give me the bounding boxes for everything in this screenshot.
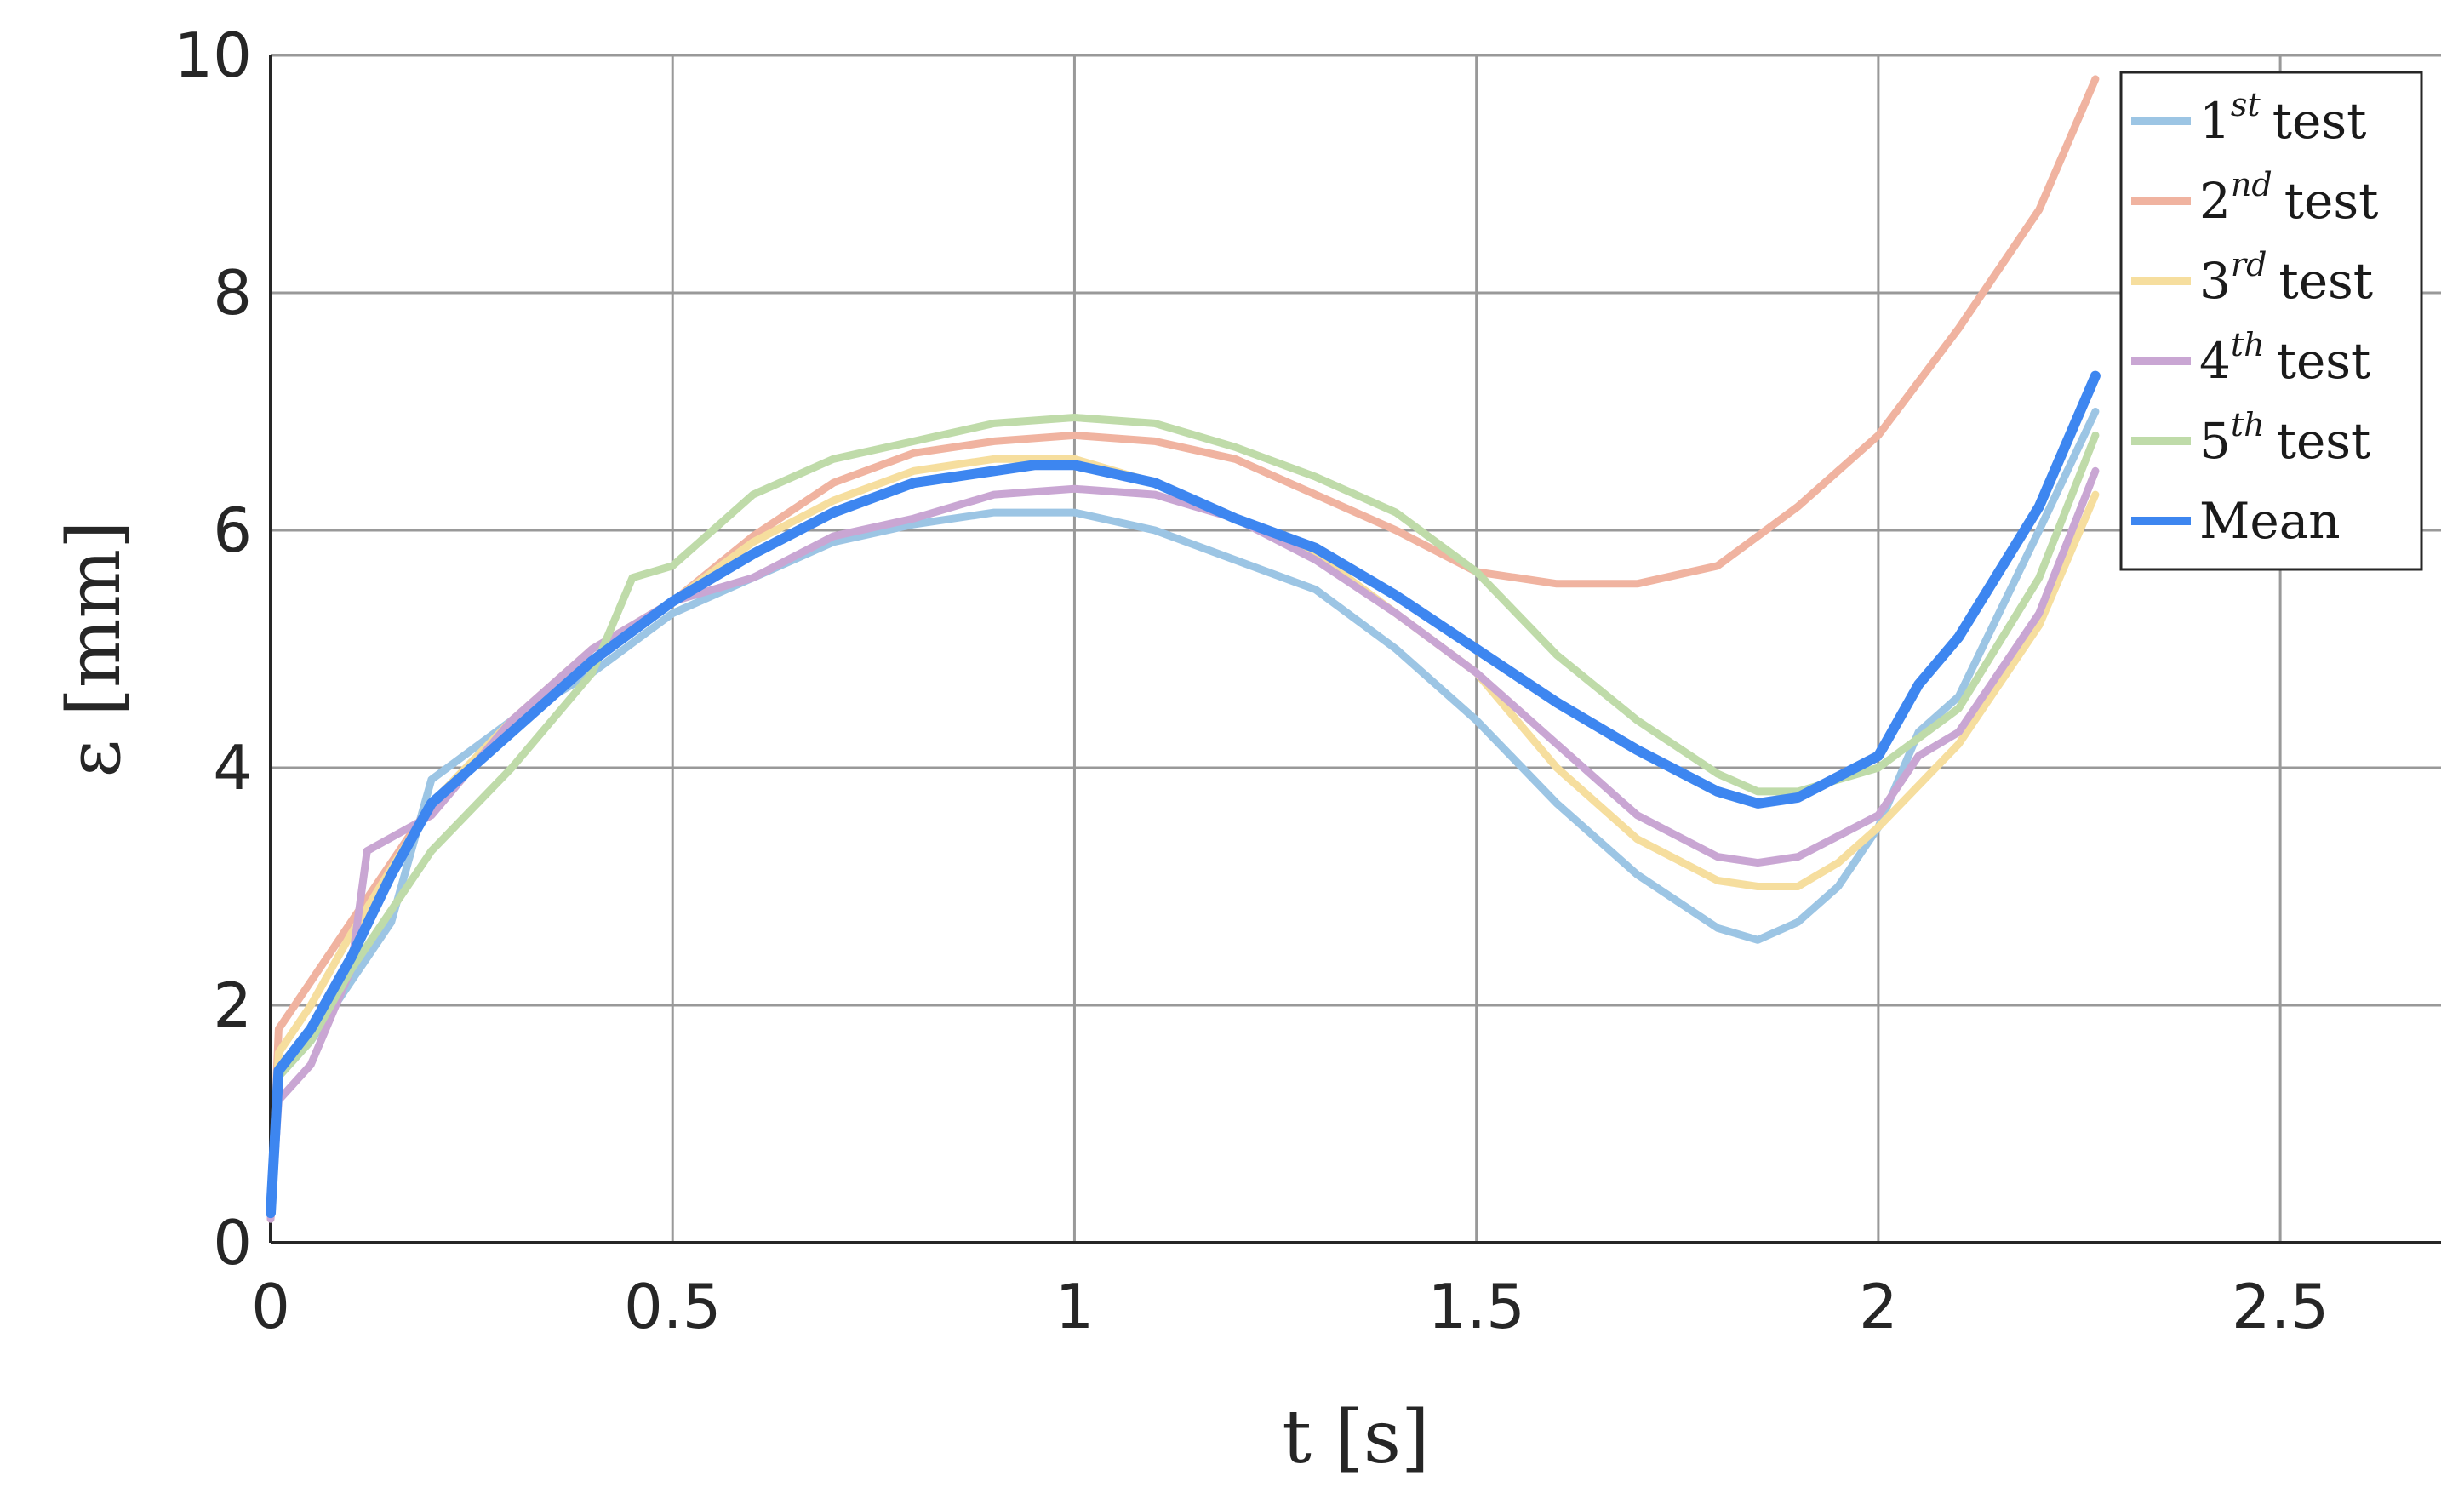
x-axis-label: t [s] bbox=[1282, 1395, 1429, 1480]
tick-labels: 0 0.5 1 1.5 2 2.5 0 2 4 6 8 10 bbox=[174, 20, 2329, 1342]
x-tick-label: 1 bbox=[1055, 1271, 1095, 1342]
y-tick-label: 4 bbox=[213, 732, 252, 804]
y-axis-label: ε [mm] bbox=[52, 520, 137, 777]
x-tick-label: 1.5 bbox=[1427, 1271, 1525, 1342]
series-line-4 bbox=[266, 466, 2100, 1223]
legend-box bbox=[2119, 71, 2423, 571]
series-lines bbox=[266, 75, 2101, 1223]
axes bbox=[269, 55, 2441, 1244]
y-tick-label: 6 bbox=[213, 495, 252, 566]
y-tick-label: 0 bbox=[213, 1207, 252, 1278]
y-tick-label: 10 bbox=[174, 20, 252, 91]
y-tick-label: 8 bbox=[213, 257, 252, 329]
series-line-5 bbox=[266, 414, 2100, 1211]
legend-entry: 1st test bbox=[2199, 86, 2366, 150]
legend-entry: Mean bbox=[2199, 492, 2341, 550]
legend-entry: 2nd test bbox=[2199, 166, 2378, 230]
y-tick-label: 2 bbox=[213, 969, 252, 1041]
x-tick-label: 0 bbox=[251, 1271, 290, 1342]
series-line-1 bbox=[266, 408, 2100, 1211]
series-line-6 bbox=[266, 370, 2101, 1219]
legend-entry: 4th test bbox=[2199, 326, 2370, 390]
legend-entry: 3rd test bbox=[2199, 246, 2373, 310]
x-tick-label: 0.5 bbox=[624, 1271, 722, 1342]
legend: 1st test 2nd test 3rd test 4th test 5th test Mean bbox=[2119, 71, 2423, 571]
x-tick-label: 2.5 bbox=[2232, 1271, 2330, 1342]
legend-entry: 5th test bbox=[2199, 406, 2370, 470]
x-tick-label: 2 bbox=[1859, 1271, 1898, 1342]
